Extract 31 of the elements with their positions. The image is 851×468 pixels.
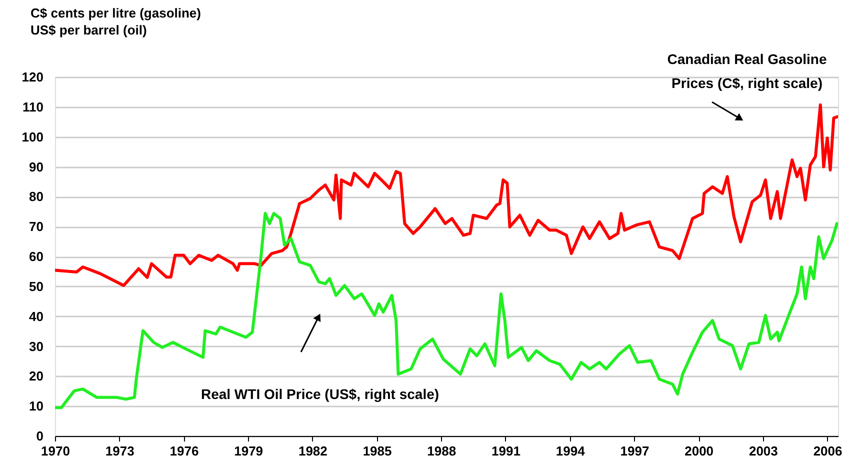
y-tick-label: 80 [29, 189, 44, 204]
x-tick-label: 2006 [813, 444, 842, 458]
x-tick-label: 1976 [170, 444, 199, 458]
y-axis-title: C$ cents per litre (gasoline) US$ per barrel (oil) [30, 6, 201, 38]
y-tick-label: 50 [29, 278, 44, 294]
x-tick-label: 2003 [748, 444, 778, 458]
y-tick-label: 100 [22, 129, 44, 144]
y-tick-label: 70 [29, 219, 44, 234]
x-tick-label: 2000 [684, 444, 714, 458]
x-tick-label: 1970 [41, 444, 70, 458]
y-tick-label: 90 [29, 159, 44, 174]
x-tick-label: 1973 [105, 444, 134, 458]
line-series [55, 212, 838, 410]
y-tick-label: 40 [29, 308, 44, 324]
y-tick-label: 0 [36, 428, 44, 444]
y-tick-label: 120 [22, 70, 44, 84]
x-tick-label: 1985 [362, 444, 392, 458]
y-tick-label: 30 [29, 338, 44, 354]
y-tick-label: 10 [29, 398, 44, 414]
x-tick-label: 1979 [234, 444, 264, 458]
series-label: Canadian Real Gasoline Prices (C$, right scale) [667, 51, 827, 91]
x-tick-label: 1997 [620, 444, 650, 458]
x-tick-label: 1982 [298, 444, 328, 458]
line-series [55, 103, 838, 288]
series-label: Real WTI Oil Price (US$, right scale) [200, 386, 440, 402]
y-tick-label: 110 [22, 99, 44, 114]
x-tick-label: 1994 [556, 444, 586, 458]
x-tick-label: 1991 [492, 444, 520, 458]
x-tick-label: 1988 [427, 444, 456, 458]
y-tick-label: 20 [29, 368, 44, 384]
y-tick-label: 60 [29, 249, 44, 264]
